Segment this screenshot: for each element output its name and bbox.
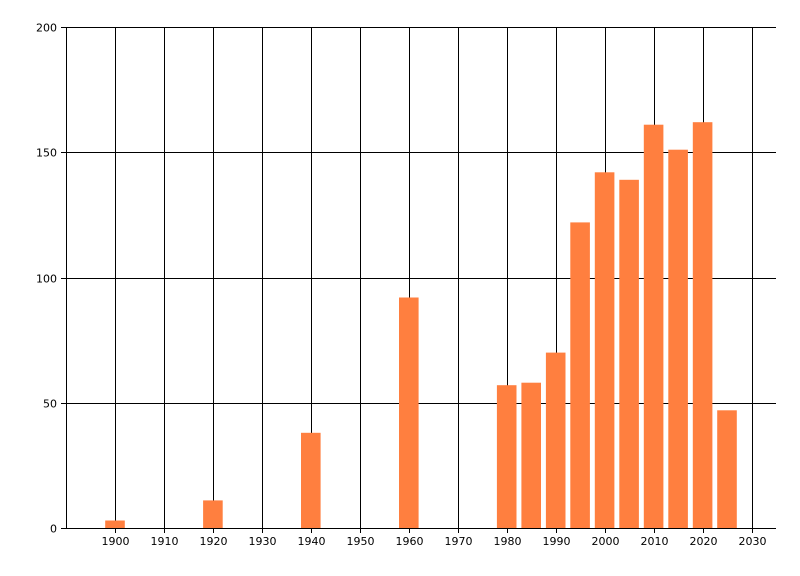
x-tick-label: 1930 (249, 535, 277, 548)
axes (66, 27, 776, 529)
y-tick-label: 150 (36, 147, 57, 160)
bar (594, 172, 615, 529)
bar (717, 410, 737, 528)
bar (570, 222, 590, 528)
y-axis-ticks (61, 27, 66, 529)
x-tick-label: 1950 (347, 535, 375, 548)
x-tick-label: 1960 (396, 535, 424, 548)
y-tick-label: 0 (50, 523, 57, 536)
y-tick-label: 50 (43, 398, 57, 411)
x-tick-label: 2000 (592, 535, 620, 548)
bar (643, 124, 664, 528)
y-tick-label: 100 (36, 273, 57, 286)
x-tick-label: 1910 (151, 535, 179, 548)
x-tick-label: 1990 (543, 535, 571, 548)
x-tick-label: 1900 (102, 535, 130, 548)
bar (496, 385, 517, 528)
x-tick-label: 1980 (494, 535, 522, 548)
bar (203, 500, 223, 528)
bar (399, 297, 419, 528)
bars (105, 122, 737, 529)
x-tick-label: 1920 (200, 535, 228, 548)
bar (545, 352, 566, 528)
x-tick-label: 2020 (690, 535, 718, 548)
x-tick-label: 1970 (445, 535, 473, 548)
x-tick-label: 2030 (739, 535, 767, 548)
bar (692, 122, 713, 528)
bar (301, 432, 321, 528)
bar (668, 149, 688, 528)
x-axis-ticks (115, 528, 753, 533)
bar (521, 382, 541, 528)
y-tick-label: 200 (36, 22, 57, 35)
x-axis-tick-labels: 1900 1910 1920 1930 1940 1950 1960 1970 1980 1990… (102, 535, 767, 548)
bar (105, 520, 125, 528)
x-tick-label: 1940 (298, 535, 326, 548)
y-axis-tick-labels: 0 50 100 150 200 (36, 22, 57, 536)
bar (619, 179, 639, 529)
x-tick-label: 2010 (641, 535, 669, 548)
